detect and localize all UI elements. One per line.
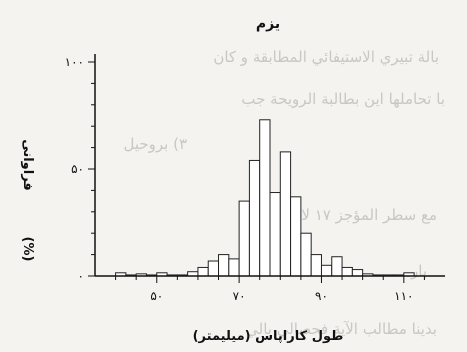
- histogram-bars: [115, 119, 415, 277]
- y-axis-title: فراوانی: [20, 139, 35, 191]
- bleed-line: ٣) بروحيل: [123, 135, 187, 153]
- y-axis-title-group: فراوانی (%): [20, 139, 35, 261]
- x-tick-label: ۷۰: [233, 289, 246, 303]
- x-tick-label: ۱۱۰: [394, 289, 413, 303]
- histogram-bar: [269, 192, 281, 277]
- y-axis-ticks: ۰ ۵۰ ۱۰۰: [65, 55, 95, 283]
- y-axis-unit: (%): [20, 237, 35, 262]
- histogram-bar: [218, 254, 230, 277]
- histogram-bar: [259, 119, 271, 277]
- y-tick-label: ۰: [78, 269, 84, 283]
- chart-title: يزم: [256, 16, 280, 32]
- bleed-line: بالة تبيري الاستيفائي المطابقة و كان: [213, 48, 439, 66]
- bleed-line: بدينا مطالب الآية فحصالي بالي: [246, 320, 437, 338]
- histogram-bar: [197, 266, 209, 277]
- y-tick-label: ۵۰: [71, 162, 84, 176]
- x-axis-ticks: ۵۰ ۷۰ ۹۰ ۱۱۰: [115, 276, 425, 303]
- histogram-bar: [207, 260, 220, 277]
- histogram-bar: [331, 256, 343, 277]
- histogram-bar: [248, 159, 261, 277]
- histogram-bar: [228, 258, 240, 277]
- histogram-bar: [279, 151, 292, 277]
- histogram-bar: [320, 264, 333, 277]
- histogram-bar: [351, 269, 364, 277]
- x-axis-title: طول كاراپاس (ميليمتر): [193, 329, 344, 344]
- bleed-line: با تحاملها اين بطالبة الرويحة جب: [241, 90, 445, 108]
- histogram-bar: [310, 254, 322, 277]
- x-tick-label: ۵۰: [150, 289, 163, 303]
- histogram-bar: [238, 200, 250, 277]
- x-tick-label: ۹۰: [315, 289, 328, 303]
- histogram-bar: [290, 196, 302, 277]
- histogram-bar: [300, 232, 312, 277]
- y-tick-label: ۱۰۰: [65, 55, 84, 69]
- histogram-bar: [341, 266, 353, 277]
